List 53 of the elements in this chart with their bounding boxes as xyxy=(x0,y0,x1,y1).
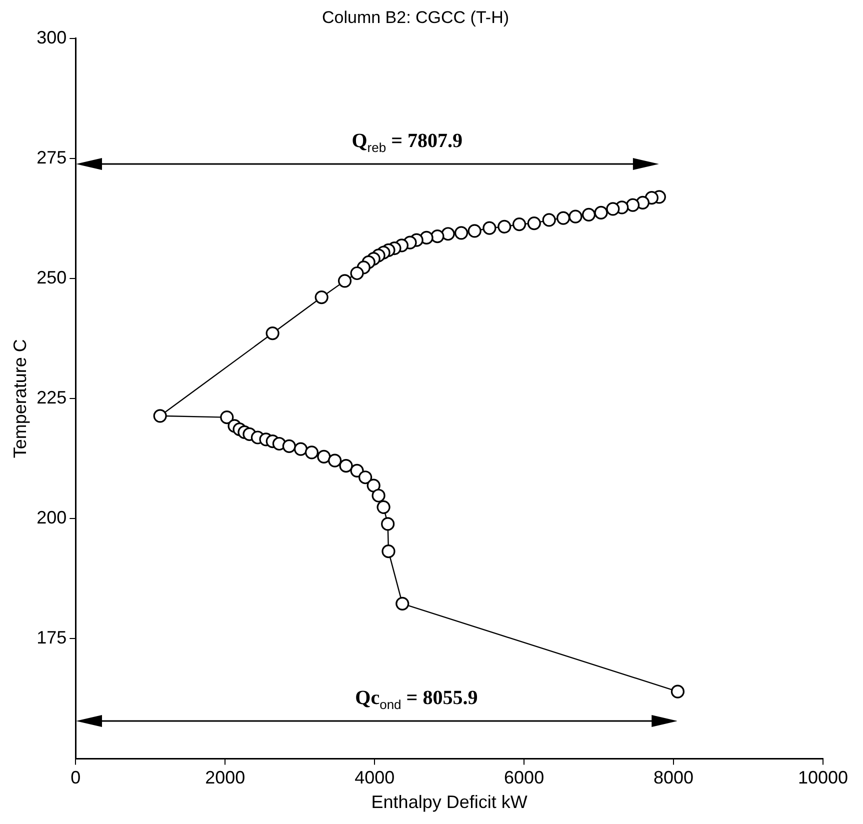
point xyxy=(314,290,328,304)
y-tick-label: 175 xyxy=(36,628,67,648)
point xyxy=(304,446,319,460)
x-tick-label: 0 xyxy=(70,768,81,788)
point xyxy=(527,216,541,230)
x-tick-label: 6000 xyxy=(504,768,544,788)
y-tick-label: 200 xyxy=(36,508,67,528)
point xyxy=(381,517,395,531)
point xyxy=(430,229,444,244)
point xyxy=(468,224,482,238)
y-tick-label: 250 xyxy=(36,268,67,288)
point xyxy=(282,439,296,453)
point xyxy=(606,202,620,216)
x-tick-label: 2000 xyxy=(205,768,246,788)
x-tick-label: 4000 xyxy=(354,768,395,788)
point xyxy=(626,198,640,212)
annotation: Q$_{reb}$ = 7807.9 xyxy=(352,130,462,155)
point xyxy=(441,227,455,241)
point xyxy=(670,684,685,698)
point xyxy=(366,478,380,492)
point xyxy=(220,410,234,424)
x-tick-label: 10000 xyxy=(798,768,848,788)
point xyxy=(376,500,390,514)
point xyxy=(153,409,167,423)
point xyxy=(372,488,386,502)
point xyxy=(382,544,396,558)
y-axis-title: Temperature C xyxy=(10,339,30,458)
point xyxy=(350,266,364,280)
point xyxy=(542,213,556,227)
point xyxy=(294,442,308,456)
point xyxy=(266,326,280,340)
point xyxy=(338,274,352,288)
point xyxy=(339,459,353,473)
point xyxy=(454,226,468,240)
point xyxy=(594,206,608,220)
point xyxy=(358,470,372,484)
point xyxy=(512,217,526,232)
chart-title: Column B2: CGCC (T-H) xyxy=(322,8,510,27)
point xyxy=(317,450,331,464)
x-tick-label: 8000 xyxy=(654,768,694,788)
point xyxy=(482,221,496,235)
point xyxy=(582,208,596,222)
y-tick-label: 225 xyxy=(36,388,67,408)
point xyxy=(498,220,512,234)
x-axis-title: Enthalpy Deficit kW xyxy=(371,792,528,812)
point xyxy=(556,211,570,225)
point xyxy=(328,454,342,468)
y-tick-label: 275 xyxy=(36,147,67,168)
point xyxy=(350,464,364,478)
point xyxy=(568,210,582,224)
point xyxy=(396,596,410,610)
annotation: Qc$_{ond}$ = 8055.9 xyxy=(355,686,478,712)
y-tick-label: 300 xyxy=(36,27,67,48)
